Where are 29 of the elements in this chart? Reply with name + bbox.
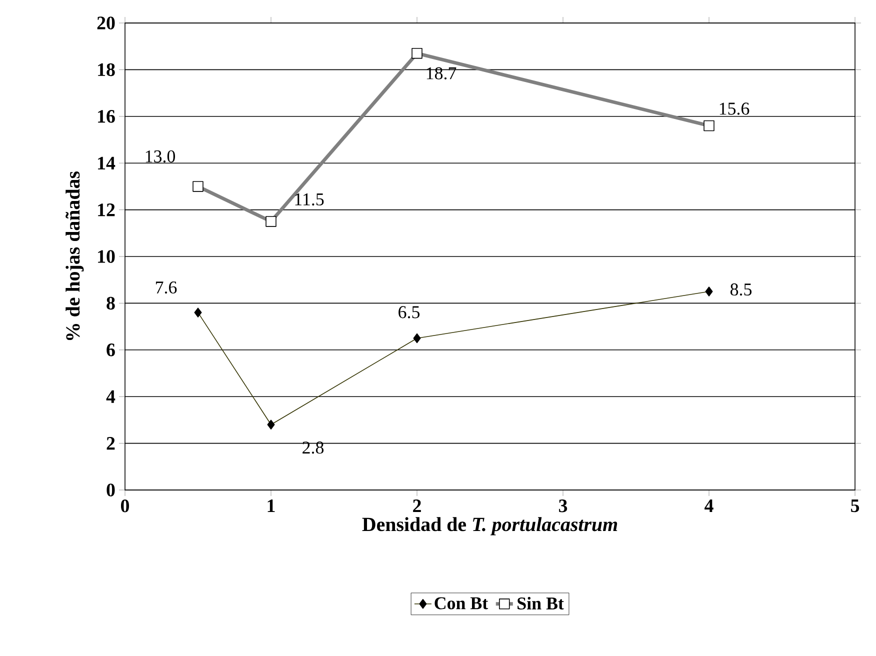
y-tick-label: 12 <box>98 204 115 216</box>
y-tick-label: 4 <box>106 390 116 403</box>
y-tick-label: 14 <box>98 156 116 170</box>
y-tick-label: 2 <box>106 437 115 450</box>
data-label: 8.5 <box>730 283 752 296</box>
y-axis-title: % de hojas dañadas <box>66 171 84 340</box>
x-tick-label: 4 <box>704 500 714 512</box>
x-tick-label: 2 <box>413 500 421 512</box>
data-label: 7.6 <box>156 281 177 294</box>
data-label: 11.5 <box>295 193 324 206</box>
data-label: 15.6 <box>720 102 750 115</box>
data-label: 6.5 <box>398 306 420 318</box>
y-tick-label: 16 <box>98 110 115 123</box>
x-tick-label: 1 <box>268 500 275 512</box>
x-axis-title: Densidad de T. portulacastrum <box>362 517 618 536</box>
x-tick-label: 5 <box>851 500 860 512</box>
y-tick-label: 10 <box>98 250 115 263</box>
y-tick-label: 0 <box>106 484 115 496</box>
y-tick-label: 8 <box>106 296 115 310</box>
data-label: 13.0 <box>146 150 176 163</box>
y-tick-label: 20 <box>97 16 115 30</box>
data-label: 18.7 <box>426 67 456 80</box>
x-tick-label: 0 <box>120 500 130 512</box>
legend-label: Sin Bt <box>518 596 564 610</box>
data-label: 2.8 <box>302 442 324 454</box>
y-tick-label: 18 <box>98 63 115 76</box>
x-tick-label: 3 <box>558 500 568 512</box>
y-tick-label: 6 <box>106 344 115 356</box>
legend-label: Con Bt <box>434 597 488 610</box>
